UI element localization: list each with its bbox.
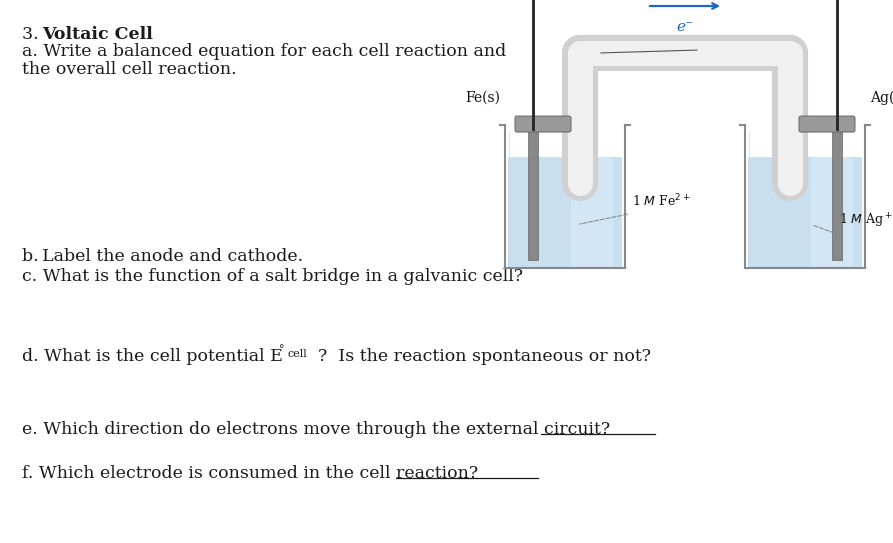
Text: Salt bridge: Salt bridge	[700, 35, 774, 48]
Text: a. Write a balanced equation for each cell reaction and: a. Write a balanced equation for each ce…	[22, 43, 506, 60]
Text: e. Which direction do electrons move through the external circuit?: e. Which direction do electrons move thr…	[22, 421, 610, 438]
Text: b. Label the anode and cathode.: b. Label the anode and cathode.	[22, 248, 303, 265]
Bar	[508, 157, 622, 268]
Text: the overall cell reaction.: the overall cell reaction.	[22, 61, 237, 78]
Text: 1 $M$ Fe$^{2+}$: 1 $M$ Fe$^{2+}$	[632, 193, 690, 210]
Text: cell: cell	[288, 349, 308, 359]
Text: d. What is the cell potential E: d. What is the cell potential E	[22, 348, 283, 365]
Bar	[811, 157, 853, 268]
Text: 3.: 3.	[22, 26, 44, 43]
FancyBboxPatch shape	[515, 116, 571, 132]
Text: 1 $M$ Ag$^+$: 1 $M$ Ag$^+$	[839, 212, 893, 230]
Bar	[748, 157, 862, 268]
Bar	[571, 157, 613, 268]
FancyBboxPatch shape	[799, 116, 855, 132]
Text: Voltaic Cell: Voltaic Cell	[42, 26, 153, 43]
Bar	[832, 128, 842, 260]
Text: Fe(s): Fe(s)	[465, 91, 500, 105]
Text: f. Which electrode is consumed in the cell reaction?: f. Which electrode is consumed in the ce…	[22, 465, 478, 482]
Text: ?  Is the reaction spontaneous or not?: ? Is the reaction spontaneous or not?	[318, 348, 651, 365]
Text: Ag(s): Ag(s)	[870, 91, 893, 105]
Text: e⁻: e⁻	[677, 20, 694, 34]
Text: c. What is the function of a salt bridge in a galvanic cell?: c. What is the function of a salt bridge…	[22, 268, 523, 285]
Bar	[528, 128, 538, 260]
Text: °: °	[279, 345, 285, 355]
